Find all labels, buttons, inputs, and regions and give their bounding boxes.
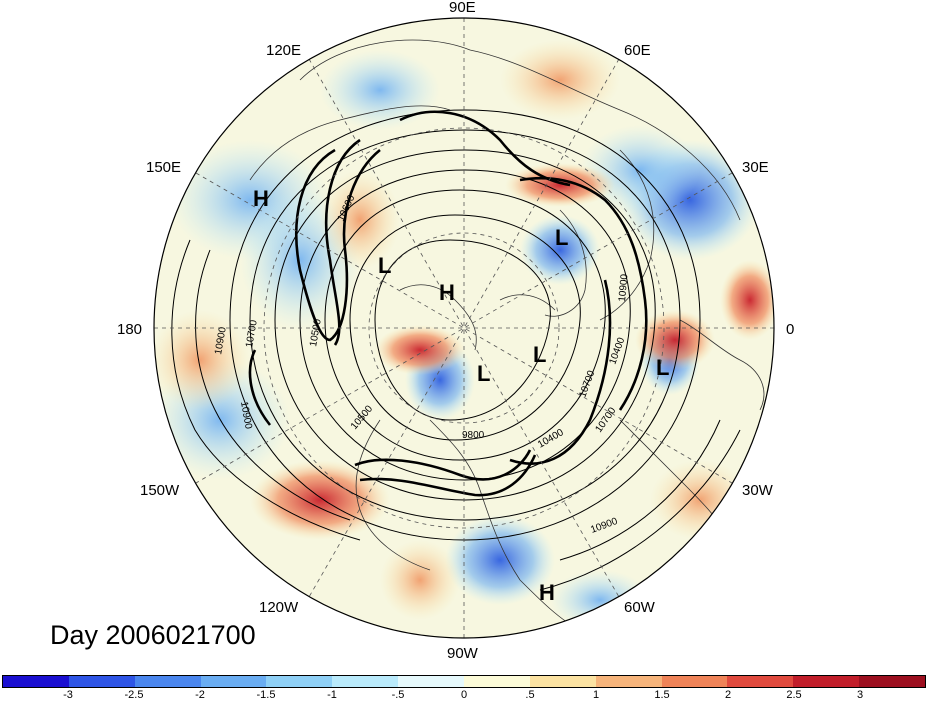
colorbar-segment xyxy=(464,676,530,687)
colorbar-tick-label: 1.5 xyxy=(654,689,670,701)
colorbar-tick-label: -3 xyxy=(63,689,73,701)
lon-label-30e: 30E xyxy=(742,159,769,176)
colorbar-tick-label: -1.5 xyxy=(256,689,276,701)
colorbar-tick-label: -.5 xyxy=(391,689,405,701)
colorbar-segment xyxy=(859,676,926,687)
colorbar-tick-label: 0 xyxy=(460,689,468,701)
map-boundary xyxy=(153,17,775,639)
lon-label-150w: 150W xyxy=(140,482,180,499)
colorbar-segment xyxy=(3,676,69,687)
colorbar-segment xyxy=(661,676,728,687)
day-label: Day 2006021700 xyxy=(50,620,256,650)
contour-label: 10700 xyxy=(244,319,260,349)
longitude-labels: 90E 120E 60E 150E 30E 180 0 150W 30W 120… xyxy=(117,0,794,662)
low-scandinavia-label: L xyxy=(555,225,568,250)
low-europe-label: L xyxy=(656,355,669,380)
colorbar-tick-label: 1 xyxy=(592,689,600,701)
contour-label: 10900 xyxy=(213,326,229,356)
lon-label-60e: 60E xyxy=(624,42,651,59)
lon-label-180: 180 xyxy=(117,321,142,338)
contour-label: 10500 xyxy=(308,318,324,348)
lon-label-150e: 150E xyxy=(146,159,181,176)
colorbar xyxy=(2,675,926,688)
lon-label-90w: 90W xyxy=(447,645,479,662)
colorbar-segment xyxy=(200,676,267,687)
colorbar-segment xyxy=(398,676,465,687)
colorbar-segment xyxy=(793,676,860,687)
lon-label-120e: 120E xyxy=(266,42,301,59)
lat-lon-grid xyxy=(154,18,774,638)
colorbar-tick-label: -2 xyxy=(195,689,205,701)
jet-contours xyxy=(248,110,648,497)
colorbar-tick-label: 2 xyxy=(724,689,732,701)
coastlines xyxy=(249,39,765,631)
lon-label-120w: 120W xyxy=(259,599,299,616)
high-150e-label: H xyxy=(253,186,269,211)
lon-label-60w: 60W xyxy=(624,599,656,616)
contour-label: 9800 xyxy=(462,430,485,441)
contour-label: 10900 xyxy=(238,401,254,431)
contour-label: 10900 xyxy=(617,273,630,302)
low-siberia-label: L xyxy=(378,253,391,278)
colorbar-tick-label: .5 xyxy=(525,689,535,701)
pressure-centers: H L H L L L L H xyxy=(253,186,669,605)
colorbar-tick-label: -1 xyxy=(327,689,337,701)
colorbar-segment xyxy=(68,676,135,687)
colorbar-segment xyxy=(332,676,399,687)
lon-label-0: 0 xyxy=(786,321,794,338)
colorbar-segment xyxy=(134,676,201,687)
colorbar-tick-label: -2.5 xyxy=(124,689,144,701)
height-contours xyxy=(171,109,741,591)
high-atlantic-label: H xyxy=(539,580,555,605)
colorbar-tick-label: 2.5 xyxy=(786,689,802,701)
colorbar-tick-label: 3 xyxy=(856,689,864,701)
low-greenland-label: L xyxy=(533,342,546,367)
high-pole-label: H xyxy=(439,280,455,305)
colorbar-segment xyxy=(727,676,794,687)
colorbar-segment xyxy=(595,676,662,687)
colorbar-segment xyxy=(529,676,596,687)
lon-label-30w: 30W xyxy=(742,482,774,499)
colorbar-labels: -3 -2.5 -2 -1.5 -1 -.5 0 .5 1 1.5 2 2.5 3 xyxy=(0,689,928,702)
low-canada-label: L xyxy=(477,361,490,386)
lon-label-90e: 90E xyxy=(449,0,476,16)
colorbar-segment xyxy=(266,676,333,687)
